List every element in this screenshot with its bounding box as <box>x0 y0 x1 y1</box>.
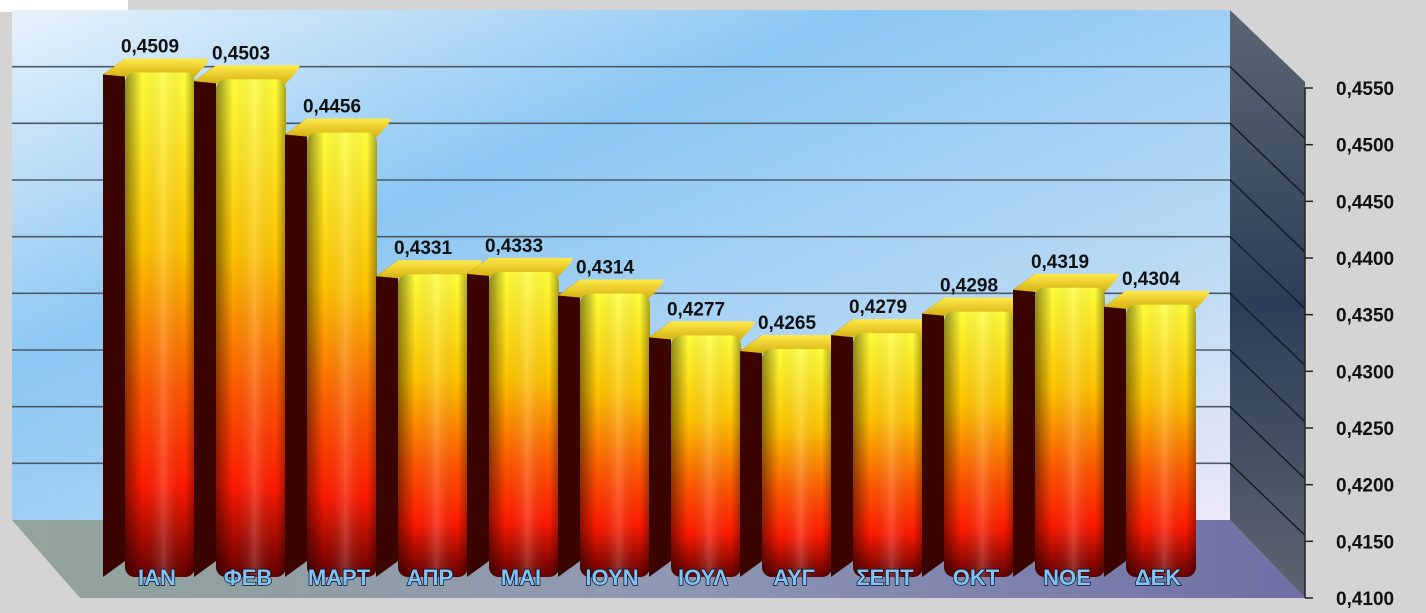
bar-shine <box>216 79 286 578</box>
bar <box>467 257 573 577</box>
bar <box>376 260 482 577</box>
bar-shine <box>125 72 195 577</box>
chart-side-wall <box>1230 10 1305 598</box>
bar-side <box>649 321 671 577</box>
bar-shine <box>1035 287 1105 577</box>
bar-shine <box>489 271 559 577</box>
bar <box>103 58 209 577</box>
bar-shine <box>671 335 741 577</box>
y-tick-label: 0,4150 <box>1336 532 1394 553</box>
bar-side <box>103 58 125 577</box>
y-tick-label: 0,4300 <box>1336 362 1394 383</box>
bar <box>285 118 391 578</box>
y-tick-label: 0,4100 <box>1336 589 1394 610</box>
bar <box>740 335 846 577</box>
bar-shine <box>1126 304 1196 577</box>
x-category-label: ΟΚΤ <box>953 565 1000 590</box>
y-tick-label: 0,4550 <box>1336 79 1394 100</box>
gridline-side <box>1229 292 1306 366</box>
bar-value-label: 0,4265 <box>758 313 817 334</box>
y-tick-label: 0,4500 <box>1336 136 1394 157</box>
bar-side <box>1013 273 1035 577</box>
bar <box>1104 290 1210 577</box>
x-category-label: ΜΑΙ <box>501 565 541 590</box>
gridline-side <box>1229 179 1306 253</box>
gridline-side <box>1229 349 1306 423</box>
bar <box>831 319 937 577</box>
bar-side <box>831 319 853 577</box>
x-category-label: ΦΕΒ <box>224 565 273 590</box>
x-category-label: ΑΠΡ <box>407 565 453 590</box>
gridline-side <box>1229 236 1306 310</box>
y-tick-label: 0,4350 <box>1336 306 1394 327</box>
bar-side <box>740 335 762 577</box>
gridline-side <box>1229 406 1306 480</box>
bar-side <box>376 260 398 577</box>
bar-value-label: 0,4314 <box>576 257 635 278</box>
bar-side <box>922 297 944 577</box>
bar-side <box>285 118 307 578</box>
bar-shine <box>944 311 1014 577</box>
bar-shine <box>307 132 377 578</box>
gridline-side <box>1229 122 1306 196</box>
gridline-side <box>1229 462 1306 536</box>
bar-value-label: 0,4331 <box>394 238 453 259</box>
bar-side <box>194 65 216 578</box>
bar <box>558 279 664 577</box>
bar-value-label: 0,4456 <box>303 97 361 118</box>
x-category-label: ΔΕΚ <box>1135 565 1181 590</box>
y-tick-label: 0,4200 <box>1336 476 1394 497</box>
bar-shine <box>580 293 650 577</box>
x-category-label: ΙΟΥΛ <box>678 565 728 590</box>
bar-shine <box>398 274 468 577</box>
bar-value-label: 0,4319 <box>1031 252 1089 273</box>
bar-side <box>1104 290 1126 577</box>
bar-side <box>558 279 580 577</box>
x-category-label: ΜΑΡΤ <box>308 565 371 590</box>
bar-shine <box>853 333 923 577</box>
category-labels-group: ΙΑΝ ΦΕΒ ΜΑΡΤ ΑΠΡ ΜΑΙ ΙΟΥΝ ΙΟΥΛ ΑΥΓ ΣΕΠΤ ΟΚΤ ΝΟΕ ΔΕΚ <box>137 564 1182 590</box>
y-tick-label: 0,4450 <box>1336 192 1394 213</box>
bar-value-label: 0,4279 <box>849 297 907 318</box>
y-tick-label: 0,4250 <box>1336 419 1394 440</box>
x-category-label: ΑΥΓ <box>773 565 815 590</box>
x-category-label: ΣΕΠΤ <box>856 565 914 590</box>
bar-value-label: 0,4298 <box>940 276 998 297</box>
x-category-label: ΙΑΝ <box>138 565 176 590</box>
bar <box>194 65 300 578</box>
bar-value-label: 0,4277 <box>667 299 725 320</box>
bar-value-label: 0,4304 <box>1122 269 1181 290</box>
bar-value-label: 0,4509 <box>121 36 179 57</box>
bar-value-label: 0,4503 <box>212 43 270 64</box>
bar <box>1013 273 1119 577</box>
bar-side <box>467 257 489 577</box>
y-tick-label: 0,4400 <box>1336 249 1394 270</box>
bar <box>649 321 755 577</box>
gridline-side <box>1229 66 1306 140</box>
bar-shine <box>762 349 832 577</box>
bar-value-label: 0,4333 <box>485 236 543 257</box>
value-labels-group: 0,4509 0,4503 0,4456 0,4331 0,4333 0,4314 0,42… <box>121 36 1181 334</box>
corner-patch <box>0 0 128 12</box>
y-axis-tick-labels: 0,4100 0,4150 0,4200 0,4250 0,4300 0,4350 0,44… <box>1304 79 1394 610</box>
bars-group <box>103 58 1210 578</box>
x-category-label: ΙΟΥΝ <box>585 565 638 590</box>
bar <box>922 297 1028 577</box>
x-category-label: ΝΟΕ <box>1043 565 1091 590</box>
